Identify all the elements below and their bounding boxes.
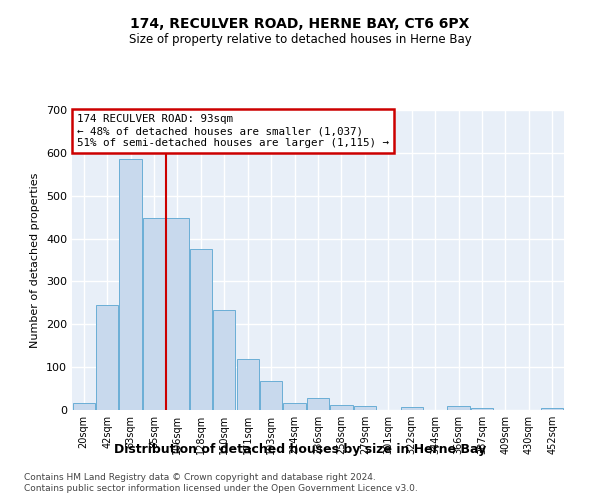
Text: Contains public sector information licensed under the Open Government Licence v3: Contains public sector information licen… — [24, 484, 418, 493]
Bar — [448, 406, 470, 410]
Bar — [331, 405, 353, 410]
Bar — [190, 250, 212, 410]
Bar — [541, 408, 563, 410]
Bar — [166, 218, 188, 410]
Text: Distribution of detached houses by size in Herne Bay: Distribution of detached houses by size … — [114, 442, 486, 456]
Y-axis label: Number of detached properties: Number of detached properties — [31, 172, 40, 348]
Text: Contains HM Land Registry data © Crown copyright and database right 2024.: Contains HM Land Registry data © Crown c… — [24, 472, 376, 482]
Text: Size of property relative to detached houses in Herne Bay: Size of property relative to detached ho… — [128, 32, 472, 46]
Bar — [213, 310, 235, 410]
Bar — [96, 304, 118, 410]
Bar — [354, 406, 376, 410]
Bar — [471, 408, 493, 410]
Bar — [307, 398, 329, 410]
Bar — [401, 406, 423, 410]
Text: 174 RECULVER ROAD: 93sqm
← 48% of detached houses are smaller (1,037)
51% of sem: 174 RECULVER ROAD: 93sqm ← 48% of detach… — [77, 114, 389, 148]
Text: 174, RECULVER ROAD, HERNE BAY, CT6 6PX: 174, RECULVER ROAD, HERNE BAY, CT6 6PX — [130, 18, 470, 32]
Bar — [73, 403, 95, 410]
Bar — [119, 160, 142, 410]
Bar — [283, 402, 305, 410]
Bar — [143, 218, 165, 410]
Bar — [236, 360, 259, 410]
Bar — [260, 381, 282, 410]
